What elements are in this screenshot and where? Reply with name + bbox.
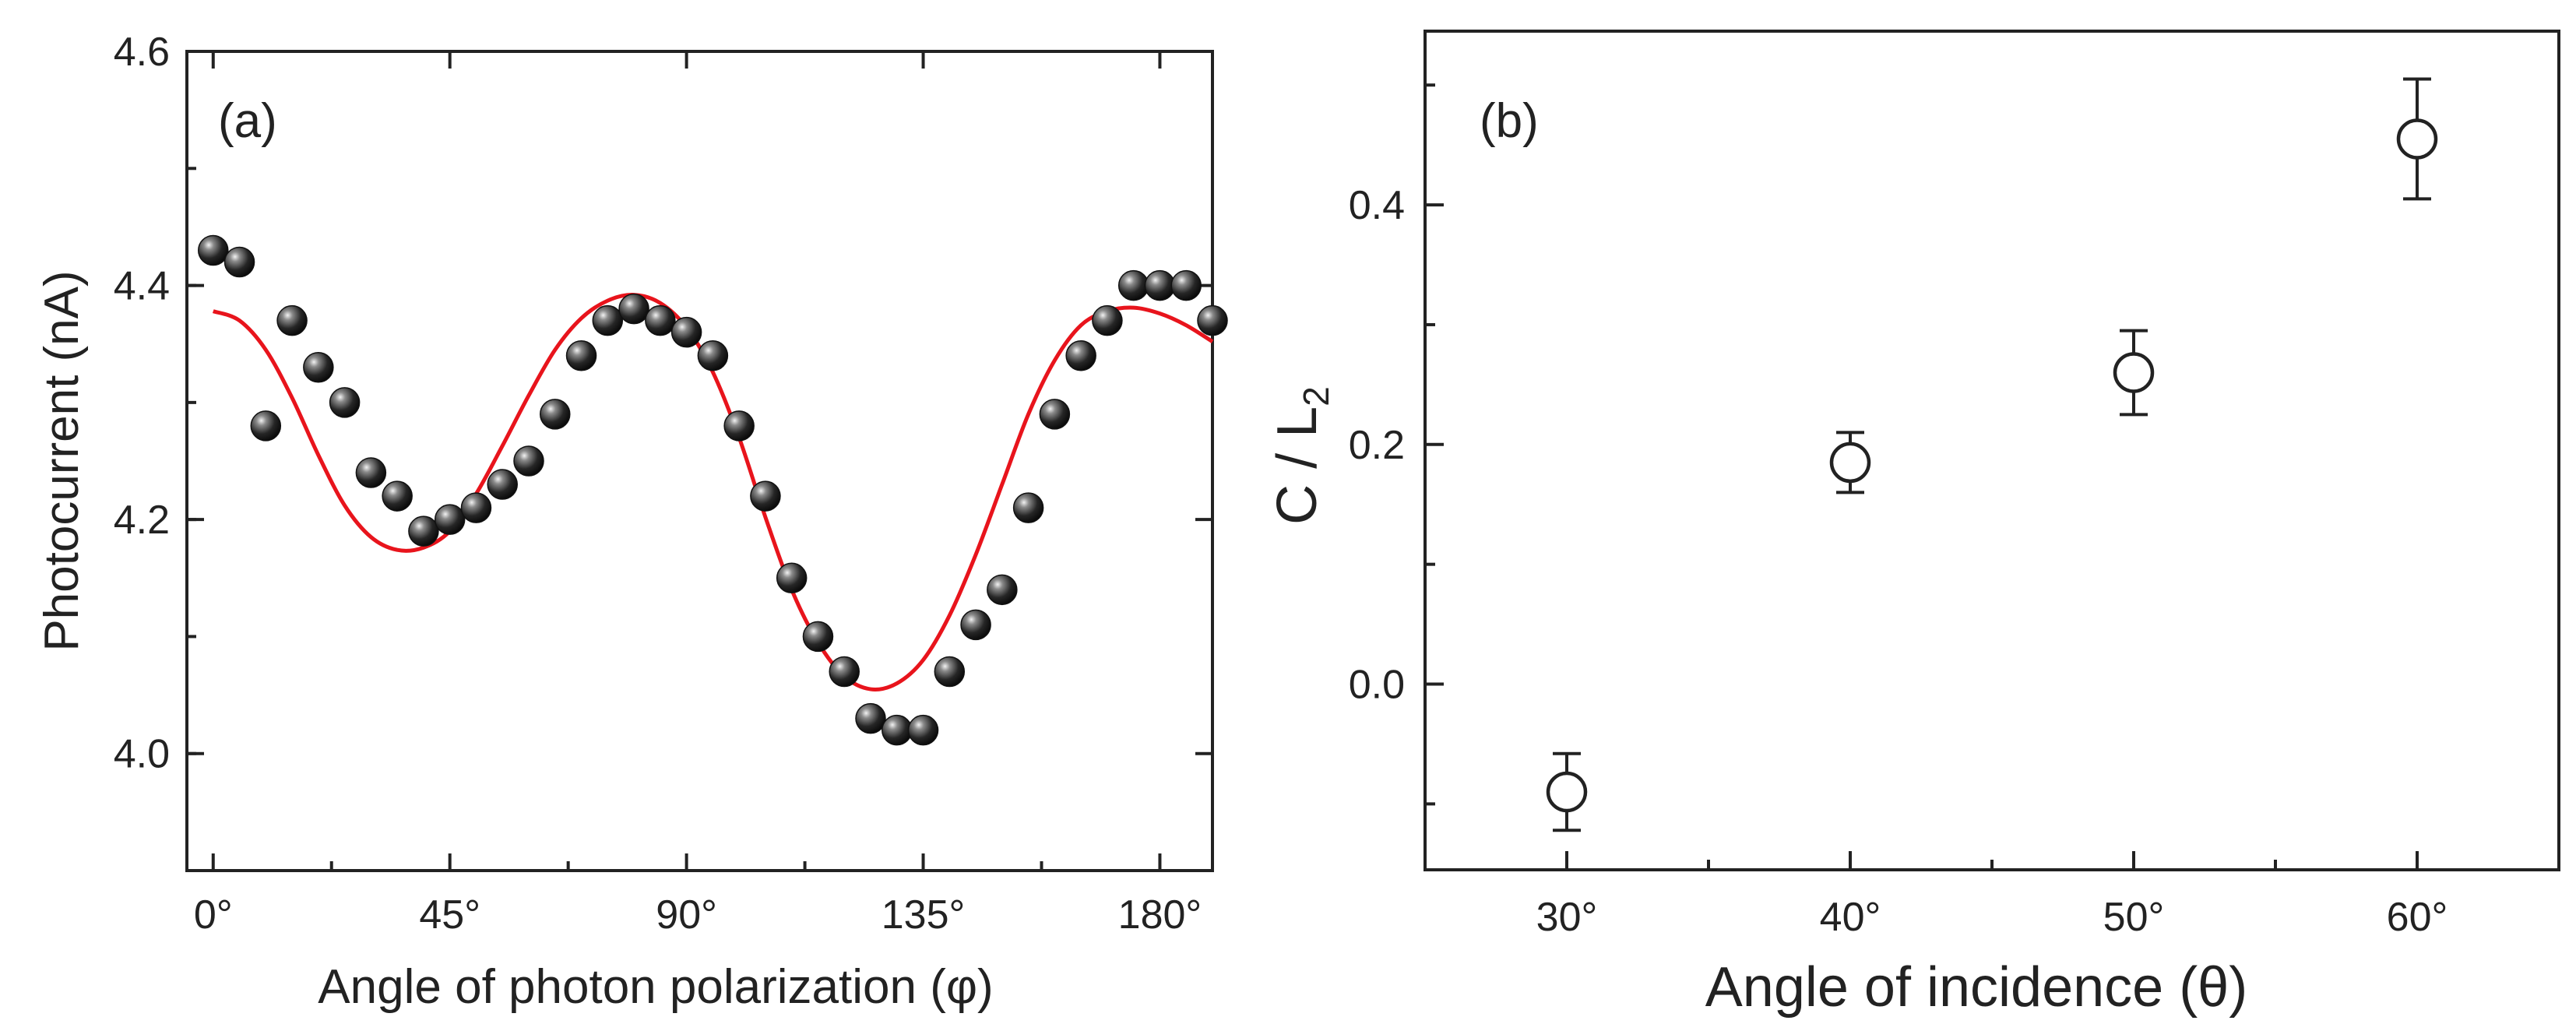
panel-b-x-tick-label: 60° — [2387, 895, 2448, 940]
panel-a-data-point — [487, 469, 518, 500]
panel-a-plot-frame — [185, 50, 1214, 872]
panel-a-data-point — [565, 340, 597, 371]
panel-a-x-tick-label: 180° — [1118, 892, 1202, 938]
panel-b-x-ticks: 30° 40° 50° 60° — [1423, 851, 2560, 940]
panel-b-data-points — [1546, 77, 2438, 832]
panel-a-y-ticks: 4.0 4.2 4.4 4.6 — [114, 30, 1212, 872]
panel-a-label: (a) — [218, 94, 277, 148]
panel-a-data-point — [513, 445, 544, 477]
panel-b-data-point-group — [1546, 751, 1588, 832]
panel-a-data-point — [1170, 269, 1202, 301]
panel-a-x-axis-title: Angle of photon polarization (φ) — [318, 960, 993, 1014]
panel-b-y-axis-title: C / L2 — [1266, 386, 1336, 525]
panel-b-x-axis-title: Angle of incidence (θ) — [1705, 956, 2247, 1019]
panel-a-data-point — [1117, 269, 1149, 301]
panel-b-y-tick-label: 0.0 — [1349, 663, 1405, 708]
panel-a-chart: 4.0 4.2 4.4 4.6 0° 45° 90° 135° 180° (a) Angle … — [35, 30, 1228, 1014]
panel-a-data-point — [723, 410, 755, 442]
panel-a-data-point — [355, 457, 387, 488]
panel-a-data-point — [882, 714, 913, 746]
panel-b-y-ticks: 0.0 0.2 0.4 — [1349, 83, 1444, 806]
panel-a-data-point — [592, 304, 624, 336]
panel-a-data-point — [460, 492, 492, 523]
panel-a-data-point — [198, 234, 229, 266]
panel-a-y-tick-label: 4.4 — [114, 264, 170, 309]
panel-a-data-point — [303, 352, 334, 383]
panel-b-data-point-group — [2113, 329, 2155, 417]
panel-b-data-point-group — [2396, 77, 2438, 201]
panel-a-data-point — [1144, 269, 1176, 301]
panel-b-label: (b) — [1480, 94, 1539, 148]
panel-a-data-point — [1039, 399, 1071, 430]
panel-b-y-axis-title-main: C / L — [1266, 406, 1328, 525]
panel-b-y-axis-title-subscript: 2 — [1296, 386, 1336, 406]
panel-b-chart: 0.0 0.2 0.4 30° 40° 50° 60° (b) Angle of inci… — [1266, 30, 2560, 1019]
panel-a-data-point — [960, 609, 991, 641]
panel-a-fit-curve — [212, 293, 1214, 691]
panel-a-data-point — [1092, 304, 1123, 336]
panel-a-x-tick-label: 90° — [656, 892, 717, 938]
panel-a-data-point — [276, 304, 308, 336]
panel-a-data-point — [1065, 340, 1096, 371]
panel-a-data-point — [1012, 492, 1044, 523]
panel-a-data-points — [198, 234, 1228, 746]
panel-a-data-point — [408, 516, 439, 547]
panel-a-y-tick-label: 4.2 — [114, 498, 170, 543]
panel-b-y-tick-label: 0.2 — [1349, 423, 1405, 468]
panel-a-data-point — [829, 656, 860, 688]
panel-a-data-point — [250, 410, 282, 442]
panel-a-data-point — [697, 340, 729, 371]
panel-a-x-tick-label: 135° — [882, 892, 966, 938]
panel-a-y-tick-label: 4.0 — [114, 732, 170, 777]
panel-a-data-point — [934, 656, 966, 688]
panel-a-x-tick-label: 45° — [419, 892, 480, 938]
panel-a-data-point — [907, 714, 939, 746]
panel-a-data-point — [618, 293, 649, 325]
panel-b-x-tick-label: 30° — [1536, 895, 1598, 940]
panel-a-data-point — [855, 702, 886, 734]
panel-a-data-point — [329, 387, 361, 418]
panel-a-y-axis-title: Photocurrent (nA) — [35, 270, 89, 651]
panel-b-x-tick-label: 50° — [2103, 895, 2165, 940]
panel-a-data-point — [776, 562, 808, 594]
panel-b-data-point — [2396, 118, 2438, 160]
panel-a-x-ticks: 0° 45° 90° 135° 180° — [194, 51, 1202, 938]
panel-a-data-point — [802, 621, 834, 653]
panel-a-x-tick-label: 0° — [194, 892, 233, 938]
panel-b-x-tick-label: 40° — [1820, 895, 1881, 940]
panel-a-data-point — [670, 316, 702, 348]
panel-b-data-point — [1829, 442, 1871, 484]
panel-a-data-point — [1197, 304, 1228, 336]
panel-b-y-tick-label: 0.4 — [1349, 183, 1405, 228]
panel-a-data-point — [987, 574, 1018, 606]
panel-a-data-point — [750, 480, 781, 512]
panel-b-data-point — [1546, 771, 1588, 813]
panel-a-data-point — [645, 304, 676, 336]
panel-b-data-point-group — [1829, 431, 1871, 494]
panel-b-data-point — [2113, 352, 2155, 393]
panel-a-data-point — [382, 480, 413, 512]
panel-a-data-point — [223, 246, 255, 278]
panel-a-y-tick-label: 4.6 — [114, 30, 170, 75]
panel-a-data-point — [434, 504, 466, 535]
panel-a-data-point — [540, 399, 571, 430]
